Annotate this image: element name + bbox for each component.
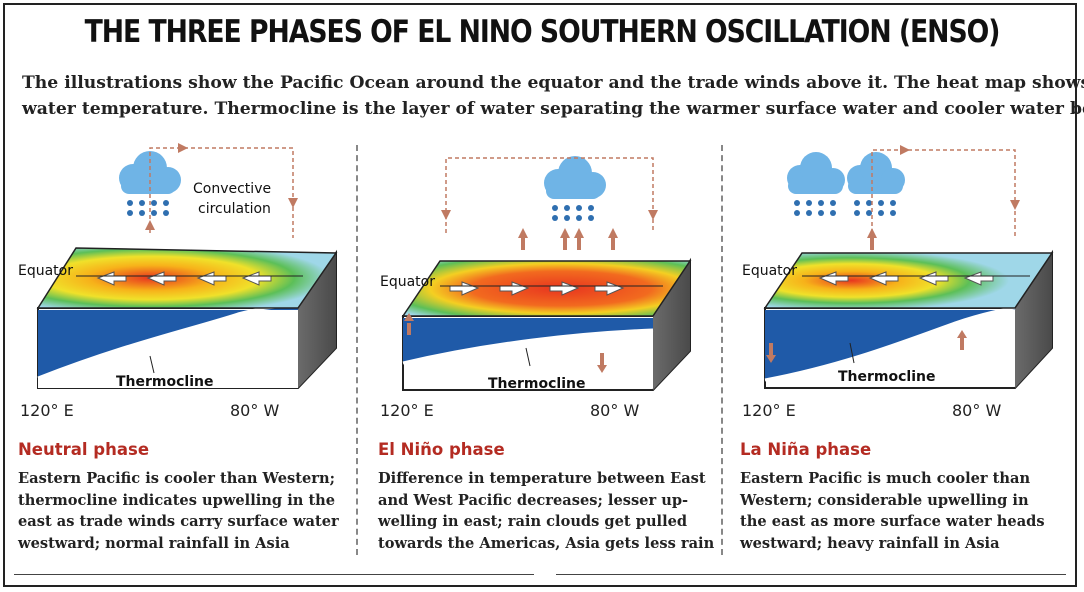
- desc-line: towards the Americas, Asia gets less rai…: [378, 534, 715, 552]
- equator-label: Equator: [18, 263, 73, 279]
- upward-arrows: [867, 228, 877, 250]
- thermocline-label: Thermocline: [838, 369, 935, 385]
- wind-arrow: [499, 281, 530, 296]
- wind-arrow: [594, 281, 625, 296]
- rain-cloud: [544, 156, 606, 221]
- desc-line: Western; considerable upwelling in: [740, 491, 1029, 509]
- wind-arrow: [818, 271, 849, 286]
- rain-cloud: [847, 152, 905, 216]
- wind-arrow: [146, 271, 177, 286]
- subtitle-line-2: water temperature. Thermocline is the la…: [22, 99, 1084, 119]
- heat-map-surface: [401, 260, 692, 317]
- convective-label-1: Convective: [193, 181, 271, 197]
- wind-arrow: [196, 271, 227, 286]
- wind-arrow: [549, 281, 580, 296]
- desc-line: westward; heavy rainfall in Asia: [740, 534, 1000, 552]
- panel-divider-1: [356, 145, 358, 555]
- east-longitude: 80° W: [952, 401, 1001, 420]
- phase-name: Neutral phase: [18, 440, 150, 459]
- phase-description: Difference in temperature between East a…: [378, 468, 718, 554]
- thermocline-label: Thermocline: [488, 376, 585, 392]
- circulation-arrow: [178, 143, 188, 153]
- water-movement-arrows: [766, 330, 967, 363]
- desc-line: Eastern Pacific is cooler than Western;: [18, 470, 335, 487]
- upward-arrows: [518, 228, 618, 250]
- wind-arrow: [449, 281, 480, 296]
- trade-wind-arrows: [96, 271, 272, 286]
- subtitle-line-1: The illustrations show the Pacific Ocean…: [22, 73, 1084, 93]
- outer-frame: [3, 3, 1077, 587]
- circulation-arrow: [1010, 200, 1020, 210]
- circulation-path: [871, 149, 1016, 238]
- circulation-path: [445, 157, 654, 233]
- box-side-face: [298, 253, 336, 388]
- bottom-rule-right: [556, 574, 1066, 575]
- east-longitude: 80° W: [230, 401, 279, 420]
- desc-line: welling in east; rain clouds get pulled: [378, 513, 688, 530]
- desc-line: westward; normal rainfall in Asia: [18, 534, 290, 552]
- heat-map-surface: [36, 247, 338, 309]
- west-longitude: 120° E: [742, 401, 796, 420]
- thermocline-line: [402, 328, 654, 365]
- water-movement-arrows: [404, 313, 607, 373]
- west-longitude: 120° E: [380, 401, 434, 420]
- trade-wind-arrows: [449, 281, 625, 296]
- circulation-arrow: [288, 198, 298, 208]
- desc-line: Difference in temperature between East: [378, 470, 706, 487]
- desc-line: and West Pacific decreases; lesser up-: [378, 491, 689, 509]
- thermocline-label: Thermocline: [116, 374, 213, 390]
- wind-arrow: [96, 271, 127, 286]
- equator-label: Equator: [380, 274, 435, 290]
- panel-neutral: Equator Convective circulation Thermocli…: [18, 138, 363, 568]
- panel-el-nino: Equator Thermocline 120° E 80° W: [378, 138, 723, 568]
- wind-arrow: [241, 271, 272, 286]
- page-subtitle: The illustrations show the Pacific Ocean…: [22, 70, 1084, 122]
- panel-la-nina: Equator: [740, 138, 1084, 568]
- phase-name: La Niña phase: [740, 440, 872, 459]
- warm-water-layer: [38, 306, 298, 378]
- desc-line: Eastern Pacific is much cooler than: [740, 470, 1031, 487]
- circulation-arrow: [441, 210, 451, 220]
- desc-line: the east as more surface water heads: [740, 513, 1045, 530]
- wind-arrow: [868, 271, 899, 286]
- thermocline-line: [764, 306, 1016, 382]
- desc-line: east as trade winds carry surface water: [18, 513, 339, 530]
- neutral-diagram: Equator Convective circulation Thermocli…: [18, 143, 338, 420]
- west-longitude: 120° E: [20, 401, 74, 420]
- phase-name: El Niño phase: [378, 440, 505, 459]
- trade-wind-arrows: [818, 271, 994, 286]
- wind-arrow: [918, 271, 949, 286]
- heat-map-surface: [763, 252, 1054, 309]
- phase-description: Eastern Pacific is cooler than Western; …: [18, 468, 358, 554]
- el-nino-diagram: Equator Thermocline 120° E 80° W: [380, 156, 692, 420]
- rain-cloud: [787, 152, 845, 216]
- circulation-arrow: [900, 145, 910, 155]
- desc-line: thermocline indicates upwelling in the: [18, 491, 336, 509]
- equator-label: Equator: [742, 263, 797, 279]
- circulation-arrow: [648, 210, 658, 220]
- warm-water-layer: [765, 308, 1015, 380]
- circulation-path: [149, 147, 294, 238]
- page-title: THE THREE PHASES OF EL NINO SOUTHERN OSC…: [84, 14, 1001, 50]
- east-longitude: 80° W: [590, 401, 639, 420]
- convective-label-2: circulation: [198, 201, 271, 217]
- wind-arrow: [963, 271, 994, 286]
- bottom-rule-left: [14, 574, 534, 575]
- la-nina-diagram: Equator: [742, 145, 1054, 420]
- panel-divider-2: [721, 145, 723, 555]
- phase-description: Eastern Pacific is much cooler than West…: [740, 468, 1080, 554]
- box-side-face: [1015, 253, 1052, 388]
- box-side-face: [653, 261, 690, 390]
- circulation-arrow: [145, 220, 155, 230]
